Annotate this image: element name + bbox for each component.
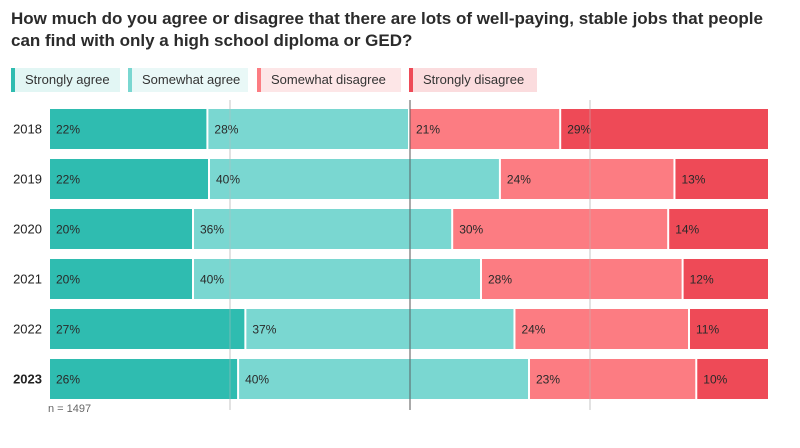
bar-strongly-agree — [50, 259, 192, 299]
data-label: 10% — [703, 373, 727, 387]
data-label: 20% — [56, 223, 80, 237]
bar-strongly-agree — [50, 159, 208, 199]
data-label: 27% — [56, 323, 80, 337]
bar-strongly-disagree — [561, 109, 768, 149]
bar-somewhat-disagree — [482, 259, 682, 299]
bar-somewhat-agree — [210, 159, 499, 199]
bar-somewhat-disagree — [500, 159, 674, 199]
bar-somewhat-agree — [208, 109, 408, 149]
data-label: 13% — [681, 173, 705, 187]
data-label: 40% — [245, 373, 269, 387]
bar-somewhat-agree — [246, 309, 514, 349]
bar-strongly-disagree — [683, 259, 768, 299]
year-label: 2019 — [13, 172, 42, 187]
data-label: 21% — [416, 123, 440, 137]
data-label: 24% — [521, 323, 545, 337]
year-label: 2020 — [13, 222, 42, 237]
data-label: 11% — [696, 323, 719, 337]
bar-somewhat-disagree — [530, 359, 696, 399]
data-label: 28% — [214, 123, 238, 137]
data-label: 12% — [690, 273, 714, 287]
legend-item-somewhat-agree: Somewhat agree — [128, 68, 248, 92]
bar-somewhat-disagree — [515, 309, 688, 349]
data-label: 24% — [507, 173, 531, 187]
data-label: 40% — [216, 173, 240, 187]
bar-strongly-disagree — [669, 209, 768, 249]
data-label: 14% — [675, 223, 699, 237]
data-label: 22% — [56, 173, 80, 187]
chart-title: How much do you agree or disagree that t… — [11, 9, 763, 50]
bar-strongly-agree — [50, 209, 192, 249]
data-label: 29% — [567, 123, 591, 137]
bar-somewhat-disagree — [453, 209, 668, 249]
bar-somewhat-agree — [194, 259, 480, 299]
data-label: 22% — [56, 123, 80, 137]
data-label: 36% — [200, 223, 224, 237]
bar-strongly-disagree — [675, 159, 768, 199]
data-label: 30% — [459, 223, 483, 237]
legend-item-strongly-disagree: Strongly disagree — [409, 68, 537, 92]
sample-size-note: n = 1497 — [48, 403, 92, 415]
bar-strongly-disagree — [697, 359, 768, 399]
data-label: 20% — [56, 273, 80, 287]
legend-item-strongly-agree: Strongly agree — [11, 68, 120, 92]
data-label: 40% — [200, 273, 224, 287]
bar-somewhat-agree — [239, 359, 528, 399]
year-label: 2018 — [13, 122, 42, 137]
data-label: 28% — [488, 273, 512, 287]
year-label: 2023 — [13, 372, 42, 387]
bar-strongly-agree — [50, 109, 207, 149]
data-label: 37% — [252, 323, 276, 337]
data-label: 23% — [536, 373, 560, 387]
bar-somewhat-agree — [194, 209, 452, 249]
data-label: 26% — [56, 373, 80, 387]
bar-strongly-disagree — [690, 309, 768, 349]
year-label: 2022 — [13, 322, 42, 337]
bar-strongly-agree — [50, 359, 238, 399]
bar-strongly-agree — [50, 309, 245, 349]
legend-item-somewhat-disagree: Somewhat disagree — [257, 68, 401, 92]
bar-somewhat-disagree — [410, 109, 560, 149]
year-label: 2021 — [13, 272, 42, 287]
